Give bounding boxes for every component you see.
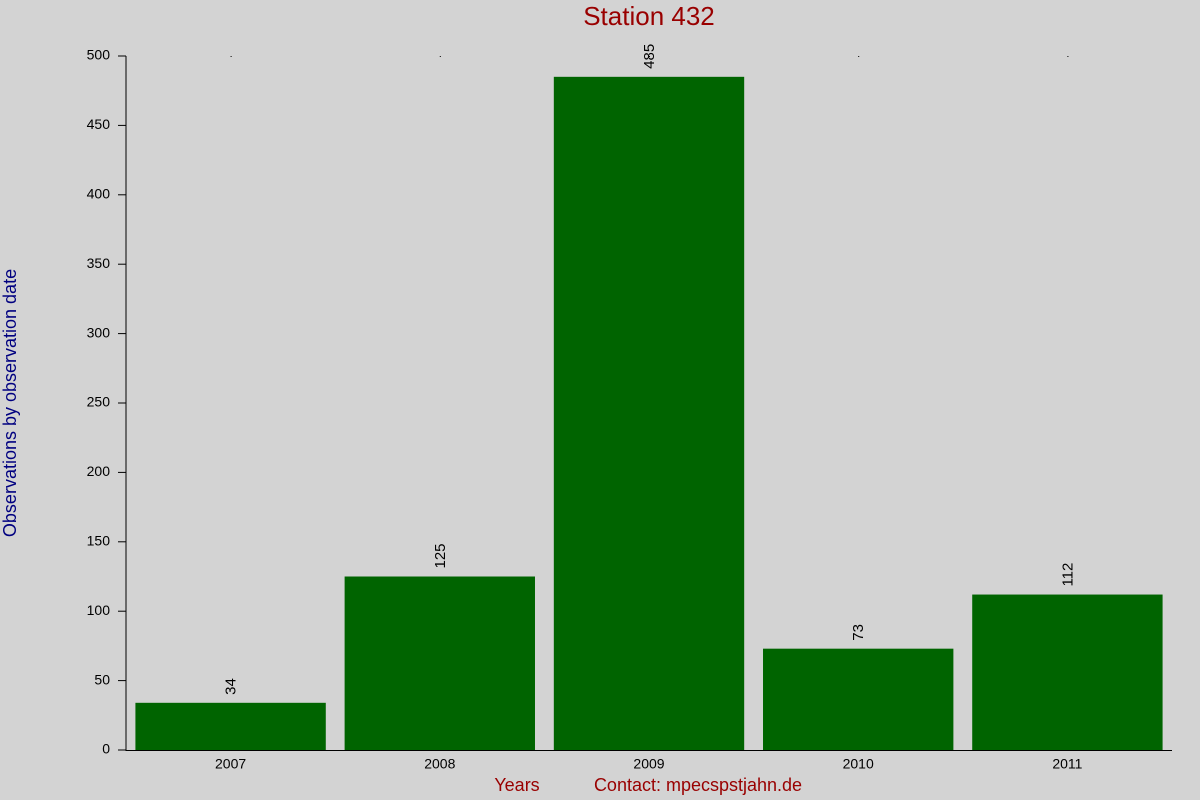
- x-tick-label: 2011: [1052, 756, 1082, 772]
- top-tick: [230, 56, 232, 57]
- bar: [344, 576, 535, 750]
- data-label: 125: [432, 543, 449, 568]
- data-label: 73: [850, 624, 867, 641]
- top-tick: [1067, 56, 1069, 57]
- y-tick-label: 100: [87, 602, 111, 618]
- annotation: Contact: mpecspstjahn.de: [594, 775, 802, 795]
- chart-title: Station 432: [583, 1, 715, 31]
- bar: [972, 594, 1163, 750]
- x-tick-label: 2009: [633, 756, 664, 772]
- x-axis-label: Years: [494, 775, 539, 795]
- top-tick: [858, 56, 860, 57]
- bar: [135, 702, 326, 750]
- x-tick-label: 2008: [424, 756, 455, 772]
- data-label: 485: [641, 44, 658, 69]
- y-axis-label: Observations by observation date: [0, 269, 20, 537]
- x-tick-label: 2010: [843, 756, 874, 772]
- top-tick: [439, 56, 441, 57]
- y-tick-label: 0: [102, 741, 110, 757]
- y-tick-label: 50: [94, 671, 110, 687]
- data-label: 34: [223, 678, 240, 695]
- y-tick-label: 150: [87, 533, 111, 549]
- y-tick-label: 450: [87, 116, 111, 132]
- y-tick-label: 400: [87, 186, 111, 202]
- y-tick-label: 250: [87, 394, 111, 410]
- y-tick-label: 300: [87, 324, 111, 340]
- data-label: 112: [1059, 563, 1076, 587]
- bar: [763, 648, 954, 750]
- x-tick-label: 2007: [215, 756, 246, 772]
- y-tick-label: 500: [87, 47, 111, 63]
- y-tick-label: 200: [87, 463, 111, 479]
- bar: [553, 76, 745, 750]
- y-tick-label: 350: [87, 255, 111, 271]
- top-tick: [649, 56, 650, 57]
